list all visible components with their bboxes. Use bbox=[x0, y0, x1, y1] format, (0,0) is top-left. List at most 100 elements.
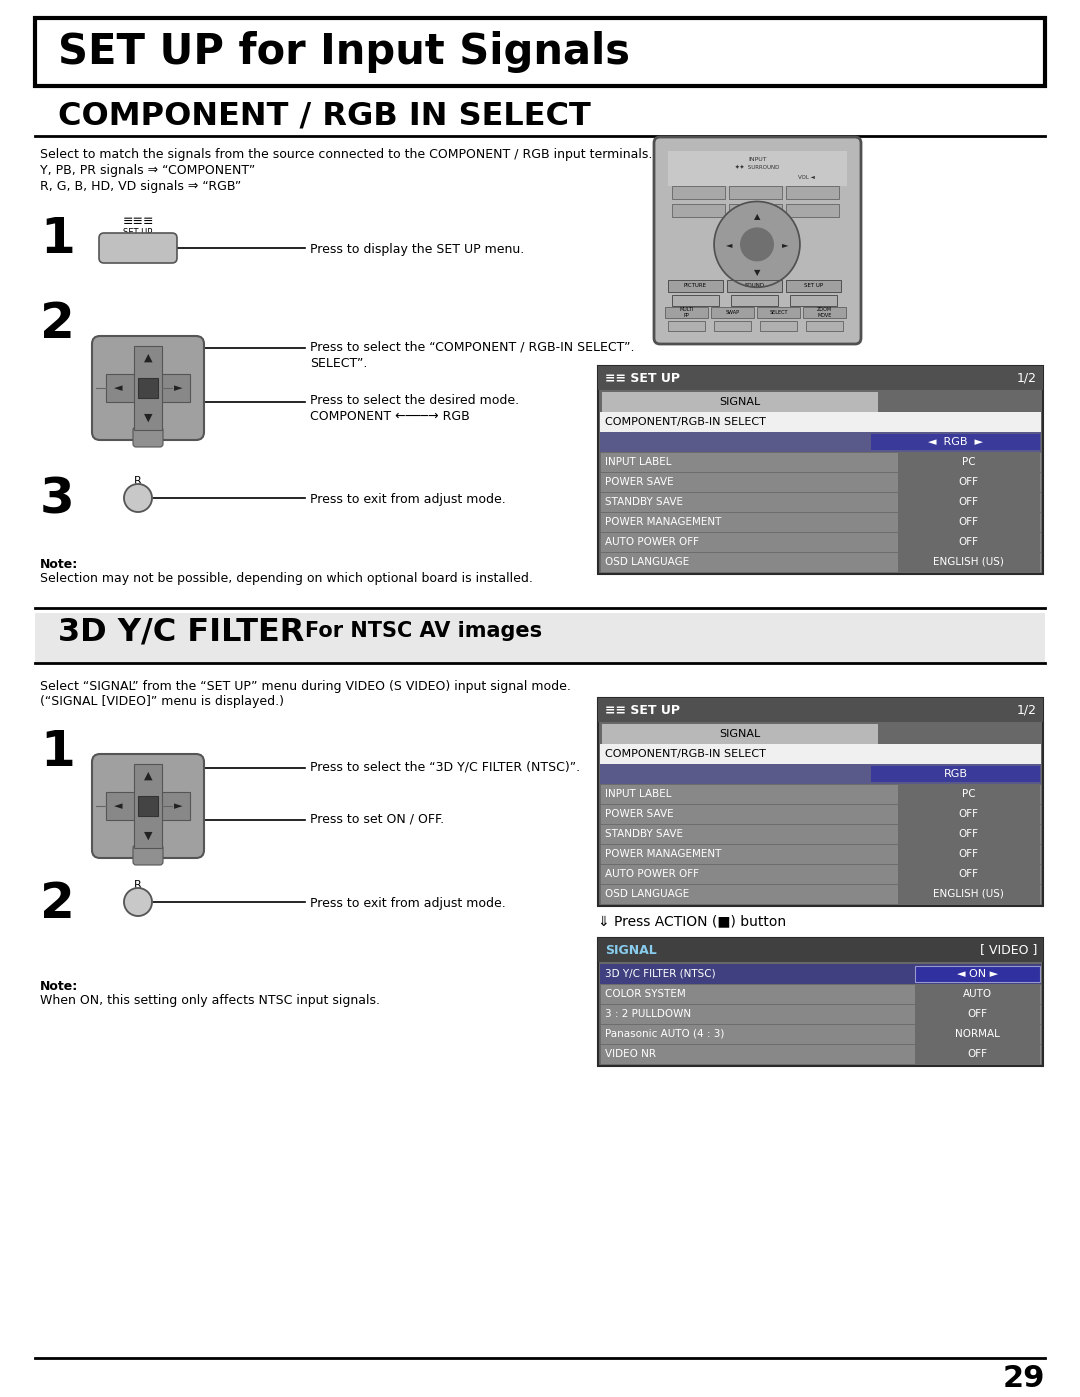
Bar bbox=[598, 366, 1043, 390]
Bar bbox=[600, 432, 1041, 453]
Bar bbox=[600, 492, 1041, 511]
Text: OFF: OFF bbox=[959, 476, 978, 488]
Text: SOUND: SOUND bbox=[744, 284, 765, 288]
Text: COMPONENT/RGB-IN SELECT: COMPONENT/RGB-IN SELECT bbox=[605, 416, 766, 427]
Bar bbox=[35, 613, 1045, 664]
Text: SET UP: SET UP bbox=[804, 284, 823, 288]
Bar bbox=[669, 279, 723, 292]
Bar bbox=[600, 884, 1041, 904]
Text: PC: PC bbox=[962, 457, 975, 467]
Bar bbox=[134, 764, 162, 848]
Text: Select to match the signals from the source connected to the COMPONENT / RGB inp: Select to match the signals from the sou… bbox=[40, 148, 652, 161]
Bar bbox=[600, 453, 1041, 472]
Bar bbox=[106, 374, 190, 402]
Text: ◄: ◄ bbox=[726, 240, 732, 249]
Text: RGB: RGB bbox=[944, 768, 968, 780]
Bar bbox=[598, 937, 1043, 1066]
Bar bbox=[602, 393, 878, 412]
Text: 1/2: 1/2 bbox=[1017, 372, 1037, 384]
Circle shape bbox=[714, 201, 800, 288]
Bar bbox=[600, 412, 1041, 432]
Bar bbox=[870, 434, 1040, 450]
Bar bbox=[916, 1024, 1040, 1044]
Text: AUTO: AUTO bbox=[963, 989, 993, 999]
Circle shape bbox=[124, 483, 152, 511]
Text: ◄  RGB  ►: ◄ RGB ► bbox=[928, 437, 983, 447]
Text: PC: PC bbox=[962, 789, 975, 799]
Bar bbox=[665, 307, 708, 317]
Text: Panasonic AUTO (4 : 3): Panasonic AUTO (4 : 3) bbox=[605, 1030, 725, 1039]
FancyBboxPatch shape bbox=[160, 400, 200, 436]
Text: Press to set ON / OFF.: Press to set ON / OFF. bbox=[310, 813, 444, 826]
Text: AUTO POWER OFF: AUTO POWER OFF bbox=[605, 869, 699, 879]
Bar bbox=[714, 321, 751, 331]
Bar bbox=[789, 295, 837, 306]
Bar bbox=[806, 321, 843, 331]
Bar bbox=[897, 824, 1040, 844]
Text: SELECT: SELECT bbox=[769, 310, 787, 314]
Bar bbox=[897, 532, 1040, 552]
Text: Note:: Note: bbox=[40, 557, 78, 571]
Bar bbox=[602, 724, 878, 745]
Text: COLOR SYSTEM: COLOR SYSTEM bbox=[605, 989, 686, 999]
Bar bbox=[598, 698, 1043, 907]
Bar bbox=[672, 186, 725, 198]
Bar bbox=[600, 844, 1041, 863]
Bar bbox=[600, 1044, 1041, 1065]
Bar bbox=[669, 321, 705, 331]
Text: ◄: ◄ bbox=[113, 800, 122, 812]
Bar bbox=[760, 321, 797, 331]
Text: 29: 29 bbox=[1002, 1363, 1045, 1393]
Text: ◄ ON ►: ◄ ON ► bbox=[957, 970, 998, 979]
Text: ✦✦  SURROUND: ✦✦ SURROUND bbox=[735, 165, 780, 170]
Text: 2: 2 bbox=[40, 880, 75, 928]
Text: When ON, this setting only affects NTSC input signals.: When ON, this setting only affects NTSC … bbox=[40, 995, 380, 1007]
Text: AUTO POWER OFF: AUTO POWER OFF bbox=[605, 536, 699, 548]
Text: 3D Y/C FILTER: 3D Y/C FILTER bbox=[58, 616, 305, 647]
Bar bbox=[897, 492, 1040, 511]
Bar bbox=[757, 307, 800, 317]
Text: R, G, B, HD, VD signals ⇒ “RGB”: R, G, B, HD, VD signals ⇒ “RGB” bbox=[40, 180, 241, 193]
Bar bbox=[134, 346, 162, 430]
Bar bbox=[598, 366, 1043, 574]
Bar bbox=[897, 472, 1040, 492]
Bar bbox=[786, 279, 841, 292]
Text: ≡≡ SET UP: ≡≡ SET UP bbox=[605, 372, 680, 384]
Text: 1/2: 1/2 bbox=[1017, 704, 1037, 717]
Bar bbox=[600, 863, 1041, 884]
Text: ≡≡ SET UP: ≡≡ SET UP bbox=[605, 704, 680, 717]
Text: ≡≡≡: ≡≡≡ bbox=[122, 215, 153, 228]
Text: OSD LANGUAGE: OSD LANGUAGE bbox=[605, 888, 689, 900]
FancyBboxPatch shape bbox=[92, 337, 204, 440]
Text: POWER SAVE: POWER SAVE bbox=[605, 476, 674, 488]
FancyBboxPatch shape bbox=[96, 819, 136, 854]
Bar bbox=[786, 204, 839, 217]
Bar bbox=[916, 1044, 1040, 1065]
Bar bbox=[870, 766, 1040, 782]
Bar bbox=[804, 307, 846, 317]
Bar bbox=[897, 453, 1040, 472]
Text: R: R bbox=[134, 476, 141, 486]
Bar bbox=[897, 805, 1040, 824]
FancyBboxPatch shape bbox=[160, 819, 200, 854]
FancyBboxPatch shape bbox=[160, 339, 200, 376]
Text: ▼: ▼ bbox=[754, 268, 760, 277]
Text: ENGLISH (US): ENGLISH (US) bbox=[933, 557, 1004, 567]
Text: ►: ► bbox=[174, 383, 183, 393]
Text: Press to display the SET UP menu.: Press to display the SET UP menu. bbox=[310, 243, 524, 256]
Text: ENGLISH (US): ENGLISH (US) bbox=[933, 888, 1004, 900]
Text: COMPONENT ←───→ RGB: COMPONENT ←───→ RGB bbox=[310, 409, 470, 423]
Text: OFF: OFF bbox=[959, 828, 978, 840]
Bar bbox=[897, 552, 1040, 571]
Text: ▲: ▲ bbox=[754, 212, 760, 221]
Text: (“SIGNAL [VIDEO]” menu is displayed.): (“SIGNAL [VIDEO]” menu is displayed.) bbox=[40, 694, 284, 708]
Bar bbox=[916, 965, 1040, 982]
Bar bbox=[897, 863, 1040, 884]
Text: INPUT LABEL: INPUT LABEL bbox=[605, 789, 672, 799]
Bar bbox=[138, 796, 158, 816]
Text: MULTI
PP: MULTI PP bbox=[679, 307, 693, 317]
Text: OFF: OFF bbox=[959, 497, 978, 507]
Text: SET UP: SET UP bbox=[123, 228, 152, 237]
Text: Press to exit from adjust mode.: Press to exit from adjust mode. bbox=[310, 493, 505, 506]
Bar bbox=[600, 532, 1041, 552]
